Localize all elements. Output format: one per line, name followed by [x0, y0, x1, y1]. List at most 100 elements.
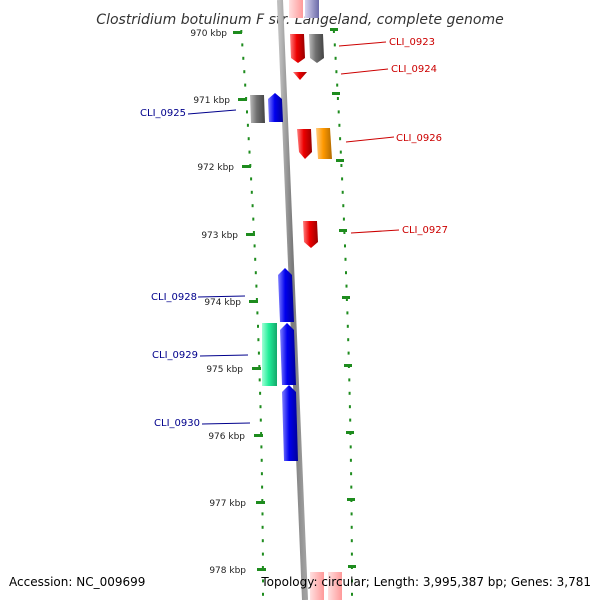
gene-glyph[interactable]	[262, 323, 277, 386]
gene-glyph[interactable]	[268, 93, 283, 122]
track-dot	[351, 579, 353, 583]
track-dot	[338, 123, 341, 127]
track-dot	[349, 445, 352, 449]
track-dot	[243, 70, 246, 74]
track-dot	[254, 271, 257, 275]
tick-mark	[246, 233, 255, 236]
gene-glyph[interactable]	[309, 34, 324, 63]
track-dot	[259, 405, 262, 409]
tick-label: 977 kbp	[209, 499, 246, 509]
track-dot	[350, 472, 353, 476]
track-dot	[258, 378, 261, 382]
gene-label-cli-0924[interactable]: CLI_0924	[391, 64, 437, 75]
track-dot	[251, 204, 254, 208]
gene-label-cli-0926[interactable]: CLI_0926	[396, 133, 442, 144]
tick-mark	[238, 98, 247, 101]
track-dot	[246, 123, 249, 127]
track-dot	[257, 338, 260, 342]
track-dot	[261, 525, 264, 529]
track-dot	[346, 324, 349, 328]
track-dot	[348, 405, 351, 409]
track-dot	[342, 217, 345, 221]
leader-line	[340, 68, 389, 75]
track-dot	[348, 391, 351, 395]
tick-label: 976 kbp	[208, 432, 245, 442]
track-dot	[346, 311, 349, 315]
gene-glyph[interactable]	[293, 72, 307, 80]
track-dot	[260, 472, 263, 476]
track-dot	[341, 190, 344, 194]
gene-glyph[interactable]	[280, 323, 296, 385]
gene-fragment	[305, 0, 319, 18]
gene-label-cli-0927[interactable]: CLI_0927	[402, 225, 448, 236]
tick-label: 972 kbp	[197, 163, 234, 173]
gene-label-cli-0928[interactable]: CLI_0928	[151, 292, 197, 303]
gene-glyph[interactable]	[278, 268, 294, 322]
gene-glyph[interactable]	[316, 128, 332, 159]
gene-label-cli-0925[interactable]: CLI_0925	[140, 108, 186, 119]
tick-mark	[254, 434, 263, 437]
track-dot	[261, 485, 264, 489]
leader-line	[199, 354, 249, 357]
track-dot	[252, 217, 255, 221]
track-dot	[350, 539, 353, 543]
track-dot	[342, 204, 345, 208]
track-dot	[252, 231, 255, 234]
track-dot	[255, 284, 258, 288]
track-dot	[260, 458, 263, 462]
track-dot	[250, 190, 253, 194]
track-dot	[241, 43, 244, 47]
track-dot	[258, 365, 261, 368]
track-dot	[242, 56, 245, 60]
accession-text: Accession: NC_009699	[9, 575, 145, 589]
track-dot	[347, 351, 350, 355]
gene-label-cli-0929[interactable]: CLI_0929	[152, 350, 198, 361]
track-dot	[345, 271, 347, 275]
track-dot	[261, 539, 264, 543]
gene-glyph[interactable]	[297, 129, 312, 159]
track-dot	[337, 110, 340, 114]
track-dot	[341, 177, 344, 181]
track-dot	[261, 566, 264, 569]
track-dot	[260, 445, 263, 449]
tick-mark	[233, 31, 242, 34]
track-dot	[345, 298, 348, 301]
track-dot	[350, 485, 353, 489]
track-dot	[255, 298, 258, 301]
track-dot	[261, 499, 264, 502]
gene-fragment	[328, 572, 342, 600]
gene-glyph[interactable]	[250, 95, 265, 123]
track-dot	[349, 418, 352, 422]
track-dot	[246, 110, 248, 114]
track-dot	[333, 43, 336, 47]
top-fragments	[289, 0, 319, 18]
tick-mark	[330, 28, 338, 31]
track-dot	[259, 418, 262, 422]
track-dot	[345, 284, 348, 288]
map-title: Clostridium botulinum F str. Langeland, …	[96, 12, 503, 28]
gene-fragment	[289, 0, 303, 18]
gene-glyph[interactable]	[303, 221, 318, 248]
tick-label: 973 kbp	[201, 231, 238, 241]
track-dot	[349, 458, 352, 462]
track-dot	[347, 338, 350, 342]
track-dot	[343, 231, 346, 234]
track-dot	[351, 592, 353, 596]
tick-mark	[346, 431, 354, 434]
track-dot	[250, 177, 253, 181]
track-dot	[336, 83, 339, 87]
gene-glyph[interactable]	[282, 385, 298, 461]
track-dot	[259, 391, 262, 395]
track-dot	[257, 351, 260, 355]
tick-mark	[347, 498, 355, 501]
track-dot	[348, 378, 351, 382]
gene-label-cli-0923[interactable]: CLI_0923	[389, 37, 435, 48]
tick-mark	[339, 229, 347, 232]
track-dot	[256, 311, 259, 315]
tick-label: 975 kbp	[206, 365, 243, 375]
gene-label-cli-0930[interactable]: CLI_0930	[154, 418, 200, 429]
tick-mark	[252, 367, 261, 370]
leader-line	[201, 422, 251, 425]
gene-glyph[interactable]	[290, 34, 305, 63]
tick-mark	[336, 159, 344, 162]
